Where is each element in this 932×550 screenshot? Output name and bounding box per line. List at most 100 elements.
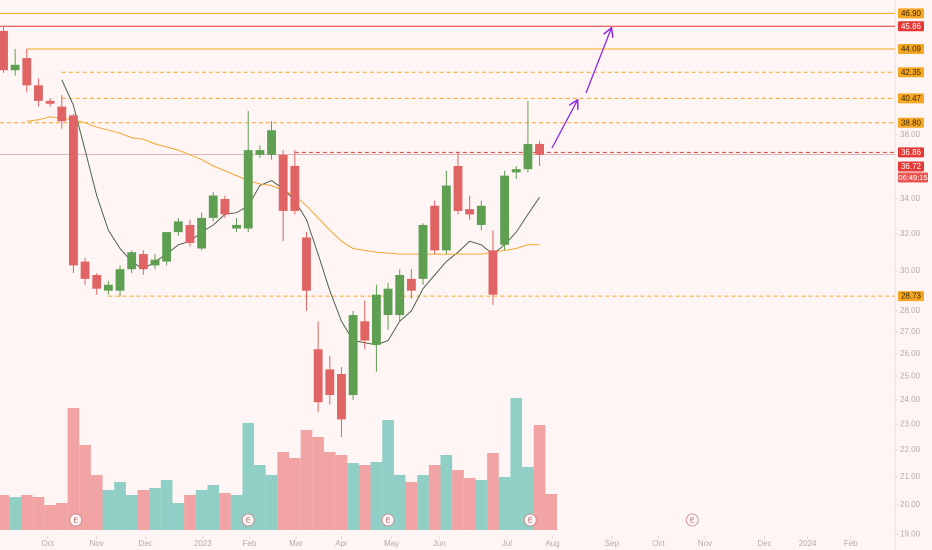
candle-body	[208, 195, 218, 218]
volume-bar	[498, 477, 511, 530]
candle-body	[348, 315, 358, 396]
level-label: 28.73	[901, 292, 922, 301]
volume-bar	[32, 497, 45, 530]
candle-body	[267, 130, 276, 155]
volume-bar	[195, 490, 208, 530]
candle-body	[418, 224, 428, 279]
volume-bar	[44, 505, 56, 530]
volume-bar	[55, 503, 68, 530]
volume-bar	[67, 408, 80, 530]
level-label-box	[898, 117, 924, 128]
volume-bar	[312, 437, 324, 530]
candle-body	[150, 259, 160, 266]
earnings-label: E	[73, 517, 78, 524]
volume-bar	[90, 475, 103, 530]
x-tick-label: Oct	[652, 539, 665, 548]
volume-bar	[277, 452, 290, 530]
level-label: 45.86	[901, 22, 922, 31]
x-tick-label: 2024	[799, 539, 817, 548]
candle-body	[10, 64, 20, 71]
volume-bar	[207, 485, 220, 530]
volume-bar	[20, 495, 33, 530]
last-price-box	[898, 161, 924, 172]
x-tick-label: May	[384, 539, 399, 548]
volume-bar	[102, 490, 115, 530]
x-tick-label: Feb	[844, 539, 858, 548]
y-tick-label: 26.00	[900, 349, 921, 358]
candle-body	[523, 143, 533, 170]
level-label-box	[898, 291, 924, 302]
projection-arrow	[551, 101, 577, 149]
candle-body	[465, 209, 475, 215]
candle-body	[243, 150, 253, 229]
candle-body	[535, 143, 544, 155]
volume-bar	[137, 490, 150, 530]
volume-bar	[347, 463, 359, 530]
candle-body	[302, 237, 311, 291]
y-tick-label: 30.00	[900, 266, 921, 275]
volume-bar	[184, 495, 196, 530]
y-tick-label: 23.00	[900, 420, 921, 429]
candle-body	[138, 254, 148, 270]
volume-bar	[300, 430, 313, 530]
x-tick-label: Dec	[139, 539, 153, 548]
level-label: 46.90	[901, 9, 922, 18]
volume-bar	[149, 488, 161, 530]
volume-bar	[452, 470, 464, 530]
earnings-marker	[241, 513, 255, 527]
volume-bar	[230, 495, 243, 530]
y-tick-label: 21.00	[900, 472, 921, 481]
volume-bar	[172, 503, 185, 530]
candle-body	[80, 261, 90, 279]
y-tick-label: 28.00	[900, 306, 921, 315]
candle-body	[488, 250, 498, 295]
volume-bar	[358, 465, 371, 530]
candle-body	[57, 106, 67, 122]
volume-bar	[9, 497, 21, 530]
candle-body	[220, 198, 230, 215]
y-tick-label: 27.00	[900, 327, 921, 336]
level-label-box	[898, 147, 924, 158]
x-tick-label: Apr	[335, 539, 348, 548]
earnings-label: E	[528, 517, 533, 524]
volume-bar	[335, 455, 348, 530]
candle-body	[127, 252, 137, 270]
candle-body	[92, 274, 102, 289]
y-tick-label: 24.00	[900, 395, 921, 404]
volume-bar	[533, 425, 546, 530]
earnings-label: E	[246, 517, 251, 524]
candle-body	[383, 288, 393, 316]
volume-bar	[114, 482, 126, 530]
level-label-box	[898, 21, 924, 32]
x-tick-label: Dec	[757, 539, 771, 548]
level-label-box	[898, 67, 924, 78]
volume-bar	[428, 465, 441, 530]
candle-body	[255, 150, 265, 155]
earnings-label: E	[690, 517, 695, 524]
volume-bar	[440, 455, 453, 530]
x-tick-label: Nov	[90, 539, 104, 548]
volume-bar	[323, 452, 336, 530]
volume-bar	[265, 475, 278, 530]
candle-body	[173, 221, 183, 233]
earnings-marker	[523, 513, 537, 527]
candle-body	[197, 217, 207, 249]
candle-body	[511, 169, 521, 173]
candle-body	[162, 232, 172, 262]
volume-bar	[370, 462, 383, 530]
volume-bar	[487, 453, 499, 530]
projection-arrow	[585, 29, 611, 94]
candle-body	[103, 284, 113, 291]
candle-body	[371, 294, 381, 345]
x-tick-label: Nov	[698, 539, 712, 548]
level-label: 44.09	[901, 45, 922, 54]
volume-bar	[405, 482, 418, 530]
level-label-box	[898, 8, 924, 19]
candle-body	[34, 85, 43, 101]
x-tick-label: Aug	[545, 539, 559, 548]
volume-bar	[522, 467, 534, 530]
x-tick-label: Jun	[433, 539, 446, 548]
volume-bar	[475, 480, 488, 530]
candle-body	[232, 224, 241, 229]
